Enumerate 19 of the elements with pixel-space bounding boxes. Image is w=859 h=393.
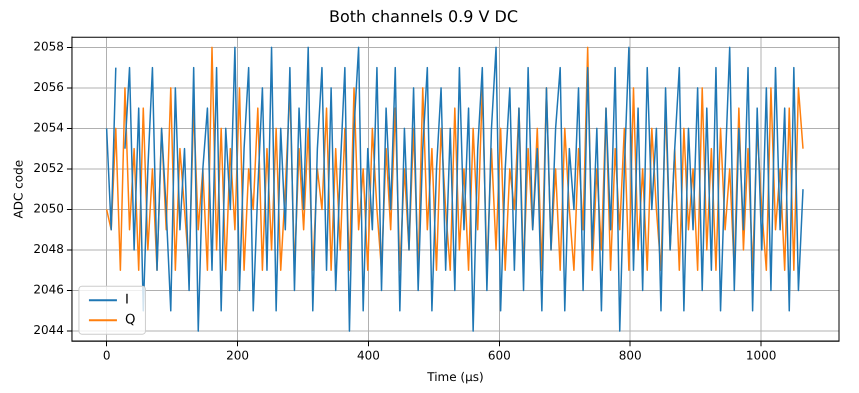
y-tick-label: 2052 (33, 161, 64, 176)
chart-title: Both channels 0.9 V DC (328, 6, 518, 26)
y-tick-label: 2048 (33, 242, 64, 256)
y-axis-title: ADC code (11, 160, 26, 218)
legend-label: I (124, 292, 129, 308)
y-tick-label: 2044 (33, 323, 64, 338)
x-tick-label: 400 (356, 348, 380, 363)
x-tick-label: 1000 (746, 348, 776, 363)
y-tick-label: 2058 (33, 39, 64, 54)
x-axis-title: Time (μs) (426, 370, 484, 384)
y-tick-label: 2050 (33, 202, 64, 216)
y-tick-label: 2054 (33, 120, 64, 135)
y-tick-label: 2046 (33, 282, 64, 297)
y-tick-label: 2056 (33, 80, 64, 94)
x-tick-label: 600 (488, 348, 511, 363)
legend-label: Q (124, 312, 136, 328)
x-tick-label: 0 (102, 348, 110, 363)
x-tick-label: 200 (226, 348, 249, 363)
x-tick-label: 800 (618, 348, 642, 363)
